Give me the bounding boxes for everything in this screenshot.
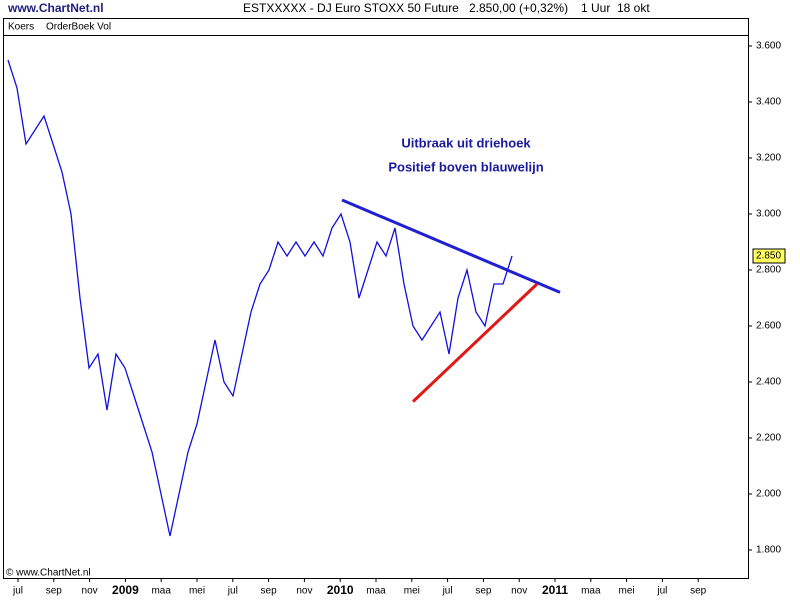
y-tick-label: 2.800 (756, 265, 781, 276)
x-tick-label: sep (475, 586, 492, 597)
y-tick-label: 2.400 (756, 377, 781, 388)
last-price-label: 2.850 (756, 251, 781, 262)
y-tick-label: 1.800 (756, 545, 781, 556)
x-tick-label: jul (12, 586, 23, 597)
y-tick-label: 3.000 (756, 209, 781, 220)
x-tick-label: sep (261, 586, 278, 597)
plot-frame (3, 18, 749, 579)
x-tick-label: nov (296, 586, 312, 597)
x-tick-label: mei (189, 586, 205, 597)
interval: 1 Uur (581, 1, 610, 15)
x-tick-label: maa (151, 586, 171, 597)
quote: 2.850,00 (+0,32%) (469, 1, 568, 15)
x-tick-label: nov (511, 586, 527, 597)
y-tick-label: 2.000 (756, 489, 781, 500)
trendline (341, 198, 561, 294)
x-tick-label: jul (656, 586, 667, 597)
y-tick-label: 3.600 (756, 41, 781, 52)
site-name: www.ChartNet.nl (7, 1, 104, 15)
footer: © www.ChartNet.nl (6, 568, 91, 579)
x-tick-label: mei (404, 586, 420, 597)
date: 18 okt (617, 1, 650, 15)
x-tick-label: jul (442, 586, 453, 597)
x-tick-label: maa (366, 586, 386, 597)
x-tick-label: 2010 (327, 583, 354, 597)
y-tick-label: 2.200 (756, 433, 781, 444)
price-line (7, 59, 513, 537)
x-tick-label: jul (227, 586, 238, 597)
x-tick-label: 2009 (112, 583, 139, 597)
tab[interactable]: Koers (8, 22, 34, 33)
x-tick-label: mei (619, 586, 635, 597)
trendline (411, 282, 539, 403)
x-tick-label: sep (690, 586, 707, 597)
x-tick-label: 2011 (542, 583, 568, 597)
instrument: ESTXXXXX - DJ Euro STOXX 50 Future (243, 1, 459, 15)
tab[interactable]: OrderBoek Vol (46, 22, 111, 33)
y-tick-label: 2.600 (756, 321, 781, 332)
x-tick-label: sep (46, 586, 63, 597)
last-price-box (752, 248, 786, 264)
x-tick-label: nov (82, 586, 98, 597)
x-tick-label: maa (581, 586, 601, 597)
annotation: Uitbraak uit driehoek (401, 135, 531, 150)
y-tick-label: 3.200 (756, 153, 781, 164)
annotation: Positief boven blauwelijn (388, 159, 543, 174)
y-tick-label: 3.400 (756, 97, 781, 108)
